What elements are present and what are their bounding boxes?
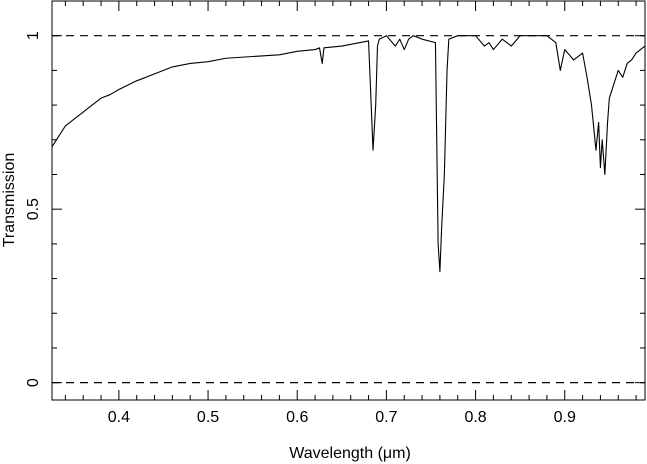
x-tick-label: 0.8 xyxy=(464,409,486,426)
series-line-0 xyxy=(51,35,646,273)
x-tick-label: 0.4 xyxy=(108,409,130,426)
x-tick-label: 0.9 xyxy=(554,409,576,426)
x-tick-label: 0.7 xyxy=(375,409,397,426)
y-tick-label: 0 xyxy=(25,378,42,387)
plot-area: 0.4 0.5 0.6 0.7 0.8 0.9 0 0.5 1 xyxy=(25,0,646,426)
x-tick-label: 0.6 xyxy=(286,409,308,426)
y-axis-title: Transmission xyxy=(1,153,18,248)
y-tick-label: 1 xyxy=(25,31,42,40)
x-axis-title: Wavelength (μm) xyxy=(289,445,411,462)
y-tick-label: 0.5 xyxy=(25,198,42,220)
plot-frame xyxy=(51,0,646,401)
x-tick-label: 0.5 xyxy=(197,409,219,426)
